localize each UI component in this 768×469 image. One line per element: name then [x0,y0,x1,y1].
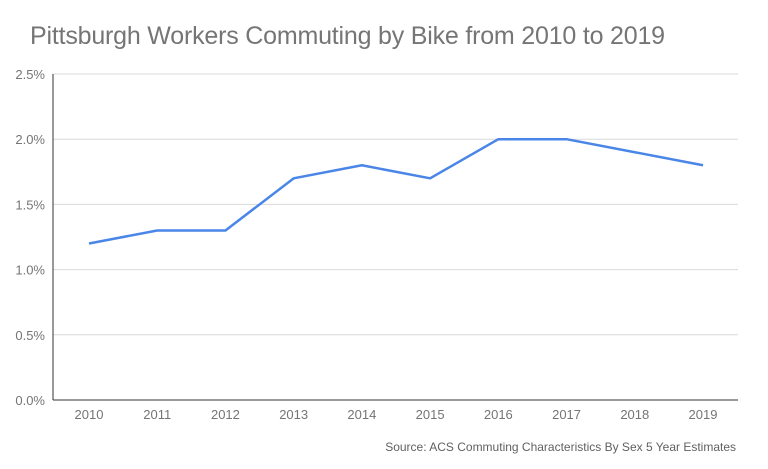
y-tick-label: 0.5% [15,328,45,343]
gridlines [53,73,738,336]
x-tick-label: 2013 [279,407,308,422]
y-tick-label: 1.5% [15,197,45,212]
y-tick-label: 2.5% [15,67,45,82]
x-tick-label: 2012 [211,407,240,422]
chart-title: Pittsburgh Workers Commuting by Bike fro… [30,22,665,50]
x-tick-label: 2016 [484,407,513,422]
x-tick-label: 2018 [620,407,649,422]
y-tick-label: 1.0% [15,263,45,278]
x-tick-label: 2014 [347,407,376,422]
x-tick-label: 2011 [143,407,171,422]
source-note: Source: ACS Commuting Characteristics By… [385,440,736,454]
x-axis-tick-labels: 2010 2011 2012 2013 2014 2015 2016 2017 2018 2019 [75,407,718,422]
x-tick-label: 2015 [416,407,445,422]
y-axis-tick-labels: 0.0% 0.5% 1.0% 1.5% 2.0% 2.5% [15,67,45,408]
y-tick-label: 2.0% [15,132,45,147]
x-tick-label: 2019 [689,407,718,422]
y-tick-label: 0.0% [15,393,45,408]
x-tick-label: 2017 [552,407,581,422]
x-tick-label: 2010 [75,407,104,422]
data-line-series [88,137,704,245]
